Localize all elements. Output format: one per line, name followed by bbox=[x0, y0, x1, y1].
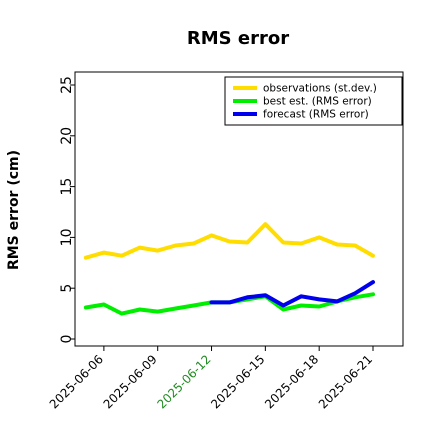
y-tick-label: 0 bbox=[59, 335, 75, 344]
series-line-3 bbox=[209, 280, 375, 308]
x-tick-label: 2025-06-09 bbox=[101, 352, 160, 411]
plot-area-frame bbox=[74, 71, 404, 347]
x-tick-label: 2025-06-21 bbox=[316, 352, 375, 411]
y-tick-label: 15 bbox=[59, 178, 75, 196]
legend-entry: forecast (RMS error) bbox=[263, 109, 369, 121]
legend: observations (st.dev.)best est. (RMS err… bbox=[224, 76, 403, 126]
x-axis-ticks: 2025-06-062025-06-092025-06-122025-06-15… bbox=[47, 346, 375, 411]
x-tick-label: 2025-06-06 bbox=[47, 352, 106, 411]
y-axis-label: RMS error (cm) bbox=[6, 150, 22, 270]
x-tick-label: 2025-06-18 bbox=[262, 352, 321, 411]
y-tick-label: 25 bbox=[59, 76, 75, 94]
chart-title: RMS error bbox=[187, 28, 289, 49]
series-lines bbox=[83, 222, 375, 316]
series-line-1 bbox=[83, 222, 375, 260]
y-tick-label: 5 bbox=[59, 284, 75, 293]
x-tick-label: 2025-06-15 bbox=[208, 352, 267, 411]
legend-entry: observations (st.dev.) bbox=[263, 83, 377, 95]
y-axis-ticks: 0 5 10 15 20 25 bbox=[59, 76, 75, 343]
legend-entry: best est. (RMS error) bbox=[263, 96, 372, 108]
x-tick-label: 2025-06-12 bbox=[154, 352, 213, 411]
y-tick-label: 20 bbox=[59, 127, 75, 145]
y-tick-label: 10 bbox=[59, 228, 75, 246]
